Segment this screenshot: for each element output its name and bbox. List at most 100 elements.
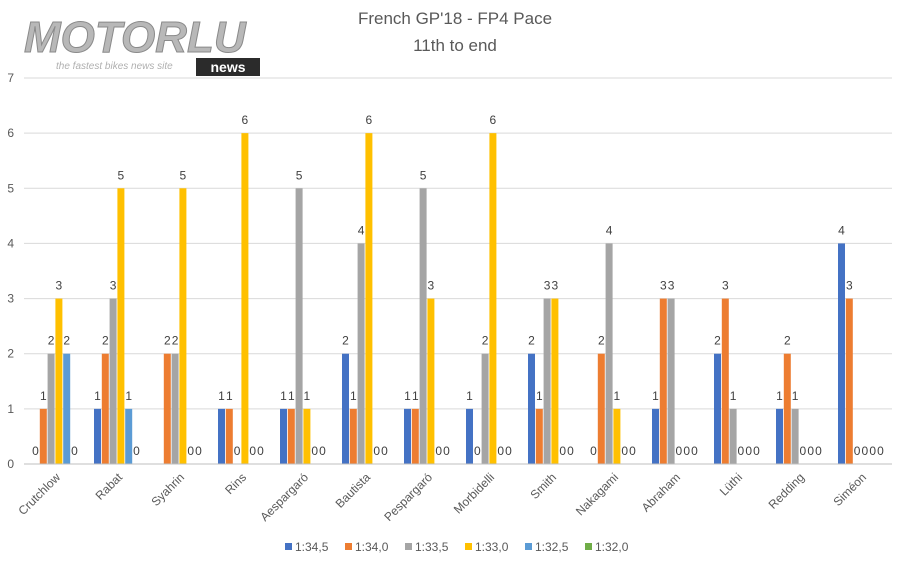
data-label: 1	[536, 389, 543, 403]
data-label: 2	[342, 334, 349, 348]
bar	[419, 188, 427, 465]
bar	[605, 243, 613, 464]
data-label: 3	[660, 279, 667, 293]
data-label: 1	[304, 389, 311, 403]
bar	[218, 408, 225, 464]
category-label: Syahrin	[148, 470, 187, 509]
data-label: 0	[311, 444, 318, 458]
data-label: 3	[110, 279, 117, 293]
bar	[404, 408, 411, 464]
bar	[411, 408, 419, 464]
bar	[776, 408, 783, 464]
data-label: 0	[32, 444, 39, 458]
data-label: 3	[722, 279, 729, 293]
y-tick-label: 6	[7, 126, 14, 140]
bar	[466, 408, 473, 464]
chart-title: French GP'18 - FP4 Pace	[358, 9, 552, 28]
bar	[652, 408, 659, 464]
logo-tagline: the fastest bikes news site	[56, 61, 173, 72]
bar	[342, 353, 349, 464]
data-label: 0	[234, 444, 241, 458]
data-label: 4	[838, 223, 845, 237]
data-label: 1	[466, 389, 473, 403]
bar	[125, 408, 133, 464]
bar	[179, 188, 187, 465]
data-label: 3	[428, 279, 435, 293]
data-label: 3	[668, 279, 675, 293]
data-label: 3	[846, 279, 853, 293]
data-label: 2	[172, 334, 179, 348]
data-label: 4	[358, 223, 365, 237]
bar	[714, 353, 721, 464]
category-label: Rabat	[93, 470, 126, 503]
y-tick-label: 2	[7, 347, 14, 361]
bar	[729, 408, 737, 464]
bar	[303, 408, 311, 464]
data-label: 1	[350, 389, 357, 403]
data-label: 2	[784, 334, 791, 348]
data-label: 5	[420, 168, 427, 182]
bar	[295, 188, 303, 465]
legend-swatch	[405, 543, 412, 550]
legend-swatch	[585, 543, 592, 550]
bar	[55, 298, 63, 464]
legend-swatch	[285, 543, 292, 550]
bar	[783, 353, 791, 464]
data-label: 0	[133, 444, 140, 458]
data-label: 0	[877, 444, 884, 458]
y-tick-label: 0	[7, 457, 14, 471]
data-label: 0	[862, 444, 869, 458]
chart-subtitle: 11th to end	[413, 36, 497, 55]
bar	[489, 133, 497, 464]
data-label: 0	[800, 444, 807, 458]
data-label: 0	[869, 444, 876, 458]
category-label: Bautista	[333, 470, 374, 511]
gridlines	[24, 77, 892, 465]
data-label: 1	[614, 389, 621, 403]
data-label: 2	[528, 334, 535, 348]
data-label: 0	[559, 444, 566, 458]
data-label: 1	[404, 389, 411, 403]
bar	[109, 298, 117, 464]
data-label: 0	[738, 444, 745, 458]
data-label: 0	[435, 444, 442, 458]
y-tick-label: 1	[7, 402, 14, 416]
bar	[101, 353, 109, 464]
motorlu-logo: MOTORLU the fastest bikes news site news	[24, 13, 260, 76]
bar	[667, 298, 675, 464]
bar	[241, 133, 249, 464]
bar	[659, 298, 667, 464]
category-label: Rins	[222, 470, 249, 497]
data-label: 1	[730, 389, 737, 403]
data-label: 0	[497, 444, 504, 458]
data-label: 2	[48, 334, 55, 348]
data-label: 2	[598, 334, 605, 348]
data-label: 1	[288, 389, 295, 403]
y-tick-label: 5	[7, 181, 14, 195]
data-label: 2	[102, 334, 109, 348]
data-label: 1	[94, 389, 101, 403]
data-label: 0	[567, 444, 574, 458]
legend-swatch	[345, 543, 352, 550]
category-label: Redding	[766, 470, 808, 512]
legend-label: 1:32,0	[595, 540, 629, 554]
data-label: 0	[621, 444, 628, 458]
category-label: Nakagami	[573, 470, 621, 518]
data-label: 0	[815, 444, 822, 458]
category-label: Pespargaró	[381, 470, 435, 524]
data-label: 1	[792, 389, 799, 403]
data-label: 2	[482, 334, 489, 348]
bar	[551, 298, 559, 464]
data-label: 0	[373, 444, 380, 458]
logo-wordmark: MOTORLU	[24, 13, 247, 62]
data-label: 5	[118, 168, 125, 182]
logo-news-badge	[196, 58, 260, 76]
y-tick-label: 3	[7, 292, 14, 306]
y-tick-label: 7	[7, 71, 14, 85]
data-label: 3	[56, 279, 63, 293]
category-label: Siméon	[830, 470, 869, 509]
bars	[39, 133, 853, 465]
data-label: 0	[590, 444, 597, 458]
bar	[597, 353, 605, 464]
category-label: Lüthi	[717, 470, 745, 498]
